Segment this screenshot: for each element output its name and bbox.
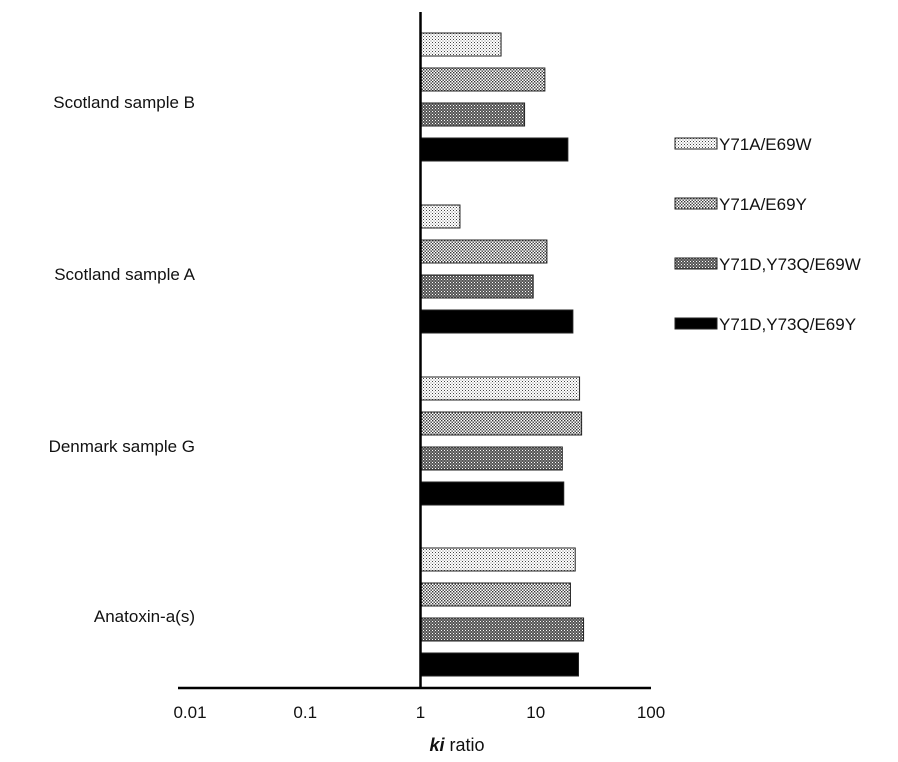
- bar-scotland-sample-b-y71d-y73q-e69y: [420, 137, 569, 162]
- bar-scotland-sample-a-y71d-y73q-e69y: [420, 309, 574, 334]
- bar-anatoxin-a-s-y71a-e69y: [420, 582, 571, 607]
- x-tick-label: 100: [637, 703, 665, 722]
- category-label-scotland-sample-b: Scotland sample B: [53, 93, 195, 112]
- bar-scotland-sample-a-y71a-e69y: [420, 239, 548, 264]
- bar-scotland-sample-a-y71d-y73q-e69w: [420, 274, 534, 299]
- bars-layer: [420, 32, 585, 677]
- category-label-anatoxin-a-s: Anatoxin-a(s): [94, 607, 195, 626]
- bar-anatoxin-a-s-y71d-y73q-e69y: [420, 652, 580, 677]
- x-tick-label: 1: [416, 703, 425, 722]
- x-tick-label: 0.1: [293, 703, 317, 722]
- category-label-denmark-sample-g: Denmark sample G: [49, 437, 195, 456]
- bar-denmark-sample-g-y71a-e69w: [420, 376, 581, 401]
- x-tick-label: 0.01: [173, 703, 206, 722]
- legend: Y71A/E69W Y71A/E69Y Y71D,Y73Q/E69W Y71D,Y73…: [674, 135, 861, 334]
- x-tick-label: 10: [526, 703, 545, 722]
- x-axis-title-rest: ratio: [444, 735, 484, 755]
- legend-label-y71a-e69w: Y71A/E69W: [719, 135, 812, 154]
- legend-label-y71d-y73q-e69y: Y71D,Y73Q/E69Y: [719, 315, 856, 334]
- legend-label-y71a-e69y: Y71A/E69Y: [719, 195, 807, 214]
- legend-swatch-y71a-e69y: [674, 197, 718, 210]
- tick-labels: 0.01 0.1 1 10 100: [173, 703, 665, 722]
- x-axis-title-emph: ki: [429, 735, 445, 755]
- legend-swatch-y71a-e69w: [674, 137, 718, 150]
- axis-layer: [178, 12, 651, 690]
- legend-swatch-y71d-y73q-e69y: [674, 317, 718, 330]
- bar-anatoxin-a-s-y71d-y73q-e69w: [420, 617, 585, 642]
- bar-scotland-sample-a-y71a-e69w: [420, 204, 461, 229]
- bar-scotland-sample-b-y71a-e69w: [420, 32, 502, 57]
- category-label-scotland-sample-a: Scotland sample A: [54, 265, 195, 284]
- category-labels: Scotland sample B Scotland sample A Denmar…: [49, 93, 196, 626]
- bar-denmark-sample-g-y71d-y73q-e69y: [420, 481, 565, 506]
- bar-scotland-sample-b-y71d-y73q-e69w: [420, 102, 526, 127]
- bar-denmark-sample-g-y71d-y73q-e69w: [420, 446, 563, 471]
- x-axis-title: ki ratio: [429, 735, 484, 755]
- bar-scotland-sample-b-y71a-e69y: [420, 67, 546, 92]
- bar-anatoxin-a-s-y71a-e69w: [420, 547, 576, 572]
- legend-label-y71d-y73q-e69w: Y71D,Y73Q/E69W: [719, 255, 861, 274]
- legend-swatch-y71d-y73q-e69w: [674, 257, 718, 270]
- bar-denmark-sample-g-y71a-e69y: [420, 411, 583, 436]
